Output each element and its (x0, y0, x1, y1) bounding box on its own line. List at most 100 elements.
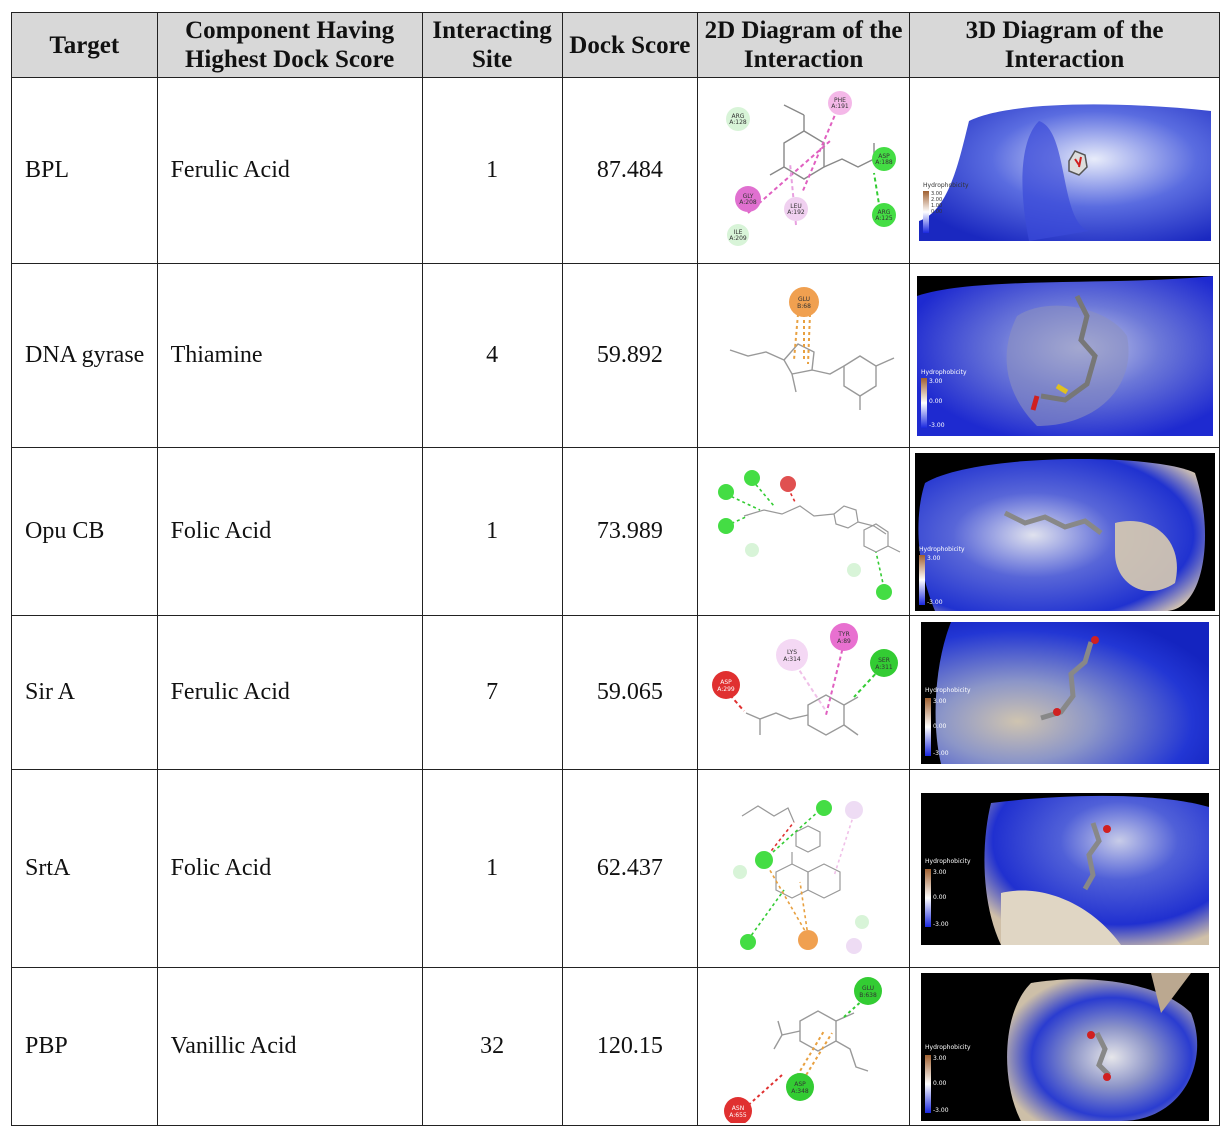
cell-site: 7 (421, 615, 563, 770)
interaction-3d-render: Hydrophobicity 3.00 0.00 -3.00 (920, 792, 1209, 945)
legend-tick: -3.00 (933, 750, 949, 757)
svg-text:GLU: GLU (862, 985, 874, 992)
svg-text:LEU: LEU (790, 203, 802, 210)
residue-bubble (754, 850, 773, 869)
cell-component: Vanillic Acid (156, 967, 423, 1126)
svg-text:A:311: A:311 (875, 664, 893, 671)
header-component: Component Having Highest Dock Score (156, 12, 423, 78)
svg-text:LYS: LYS (787, 649, 797, 656)
interaction-2d-diagram (717, 469, 900, 600)
svg-text:A:89: A:89 (837, 638, 851, 645)
cell-score: 120.15 (561, 967, 699, 1126)
legend-title: Hydrophobicity (925, 687, 971, 694)
legend-tick: 3.00 (927, 555, 941, 562)
cell-site: 1 (421, 77, 563, 264)
cell-2d (697, 447, 911, 616)
hydrophobicity-legend: Hydrophobicity 3.00 2.00 1.00 0.00 (922, 182, 969, 233)
cell-target: BPL (11, 77, 158, 264)
cell-2d: GLU B:638 ASP A:348 ASN A:655 (697, 967, 911, 1126)
legend-tick: 3.00 (931, 191, 942, 197)
svg-text:ASP: ASP (720, 679, 732, 686)
svg-text:A:299: A:299 (717, 686, 735, 693)
svg-text:A:208: A:208 (739, 199, 757, 206)
residue-bubble (844, 800, 863, 819)
svg-text:ASN: ASN (731, 1105, 743, 1112)
svg-text:A:314: A:314 (783, 656, 801, 663)
cell-target: Opu CB (11, 447, 158, 616)
legend-title: Hydrophobicity (925, 858, 971, 865)
legend-title: Hydrophobicity (925, 1044, 971, 1051)
hydrophobicity-legend: Hydrophobicity 3.00 0.00 -3.00 (924, 1044, 971, 1114)
svg-text:ARG: ARG (731, 113, 744, 120)
interaction-2d-diagram (732, 799, 869, 954)
header-row: Target Component Having Highest Dock Sco… (11, 12, 1220, 78)
hydrophobicity-legend: Hydrophobicity 3.00 -3.00 (918, 546, 965, 606)
cell-score: 59.065 (561, 615, 699, 770)
cell-score: 59.892 (561, 263, 699, 448)
cell-target: PBP (11, 967, 158, 1126)
residue-bubble (717, 483, 734, 500)
cell-3d: Hydrophobicity 3.00 0.00 -3.00 (909, 263, 1220, 448)
cell-component: Folic Acid (156, 769, 423, 968)
legend-title: Hydrophobicity (923, 182, 969, 189)
cell-component: Folic Acid (156, 447, 423, 616)
legend-tick: 0.00 (931, 209, 942, 215)
svg-text:A:125: A:125 (875, 215, 893, 222)
cell-target: DNA gyrase (11, 263, 158, 448)
svg-text:A:128: A:128 (729, 119, 747, 126)
header-interacting-site: Interacting Site (421, 12, 563, 78)
residue-bubble (739, 933, 756, 950)
svg-text:ASP: ASP (794, 1081, 806, 1088)
svg-text:A:188: A:188 (875, 159, 893, 166)
interaction-3d-render: Hydrophobicity 3.00 2.00 1.00 0.00 (918, 100, 1211, 241)
svg-text:ASP: ASP (878, 153, 890, 160)
legend-title: Hydrophobicity (919, 546, 965, 553)
cell-3d: Hydrophobicity 3.00 0.00 -3.00 (909, 967, 1220, 1126)
hydrophobicity-legend: Hydrophobicity 3.00 0.00 -3.00 (924, 687, 971, 757)
cell-2d: GLU B:68 (697, 263, 911, 448)
legend-tick: -3.00 (933, 1107, 949, 1114)
legend-tick: 3.00 (929, 378, 943, 385)
residue-bubble (875, 583, 892, 600)
legend-title: Hydrophobicity (921, 369, 967, 376)
cell-component: Ferulic Acid (156, 77, 423, 264)
svg-text:B:638: B:638 (859, 992, 877, 999)
svg-text:A:192: A:192 (787, 209, 805, 216)
cell-site: 4 (421, 263, 563, 448)
svg-text:A:191: A:191 (831, 103, 849, 110)
legend-tick: 2.00 (931, 197, 942, 203)
legend-tick: 0.00 (933, 1080, 947, 1087)
table-row: DNA gyrase Thiamine 4 59.892 (11, 263, 1220, 448)
svg-text:A:348: A:348 (791, 1088, 809, 1095)
cell-2d: ARG A:128 PHE A:191 ASP A:188 GLY A:208 (697, 77, 911, 264)
table-row: Opu CB Folic Acid 1 73.989 (11, 447, 1220, 616)
svg-text:SER: SER (878, 657, 890, 664)
cell-3d: Hydrophobicity 3.00 2.00 1.00 0.00 (909, 77, 1220, 264)
svg-text:A:209: A:209 (729, 235, 747, 242)
svg-text:ILE: ILE (733, 229, 742, 236)
legend-tick: 3.00 (933, 869, 947, 876)
interaction-3d-render: Hydrophobicity 3.00 0.00 -3.00 (916, 275, 1213, 436)
residue-bubble (743, 469, 760, 486)
cell-score: 87.484 (561, 77, 699, 264)
legend-tick: 1.00 (931, 203, 942, 209)
cell-site: 1 (421, 769, 563, 968)
residue-bubble (744, 542, 759, 557)
legend-tick: 0.00 (933, 723, 947, 730)
table-row: PBP Vanillic Acid 32 120.15 (11, 967, 1220, 1126)
legend-tick: 3.00 (933, 1055, 947, 1062)
